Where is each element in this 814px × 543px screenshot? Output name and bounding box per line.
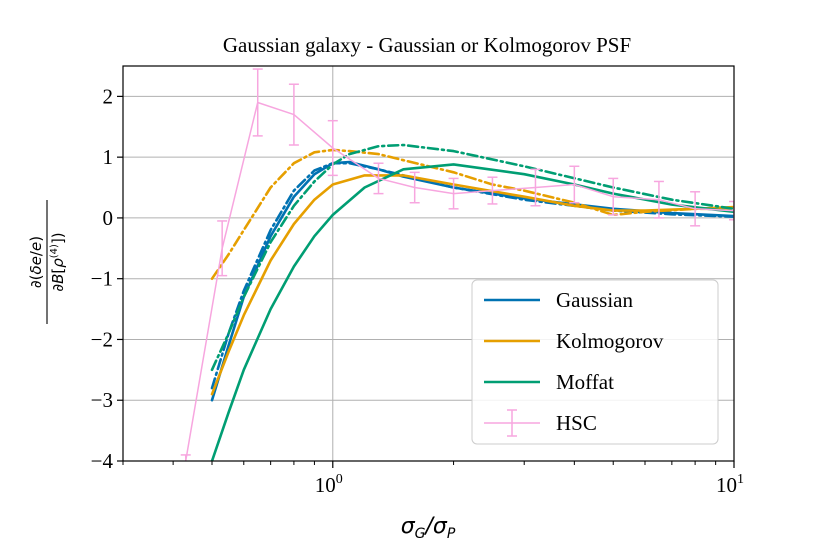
y-axis: 2 1 0 −1 −2 −3 −4 [91,84,123,473]
legend-label: Gaussian [556,288,633,312]
y-tick-label: 2 [103,84,114,108]
y-tick-label: 0 [103,206,114,230]
y-tick-label: −1 [91,267,113,291]
y-tick-label: −3 [91,388,113,412]
series-line-dashdot-5 [210,143,734,372]
y-tick-label: 1 [103,145,114,169]
series-line-dashdot-1 [210,161,734,390]
legend-label: Moffat [556,370,614,394]
y-tick-label: −4 [91,449,114,473]
legend-label: HSC [556,411,597,435]
svg-text:∂(δe/e): ∂(δe/e) [27,236,45,288]
legend: Gaussian Kolmogorov Moffat HSC [471,279,719,445]
legend-label: Kolmogorov [556,329,664,353]
x-tick-label: 100 [315,472,343,497]
chart-title: Gaussian galaxy - Gaussian or Kolmogorov… [223,33,631,57]
series-line-kolmogorov [210,174,734,396]
x-axis-label: σG/σP [401,514,456,542]
axes-frame [122,65,735,462]
series-line-moffat [210,163,734,461]
legend-box [471,279,719,445]
plot-area [180,68,734,461]
series-line-dashdot-3 [210,148,734,281]
x-axis: 100 101 [122,461,744,497]
y-axis-label: ∂(δe/e) ∂B[ρ(4)]) [27,200,67,324]
x-tick-label: 101 [716,472,744,497]
svg-text:∂B[ρ(4)]): ∂B[ρ(4)]) [49,232,67,291]
y-tick-label: −2 [91,327,113,351]
